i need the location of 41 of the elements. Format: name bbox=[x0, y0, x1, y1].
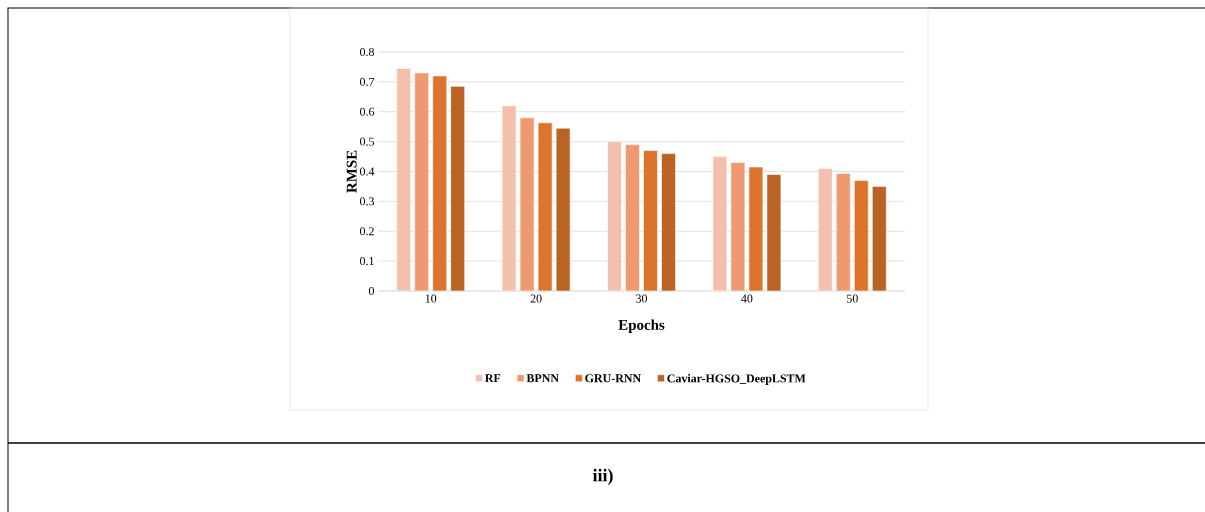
text: iii) bbox=[592, 468, 613, 486]
y-tick-label: 0.8 bbox=[359, 47, 375, 57]
x-axis-title: Epochs bbox=[618, 319, 665, 333]
y-tick-label: 0.3 bbox=[359, 197, 375, 206]
bar bbox=[818, 168, 833, 291]
bar bbox=[730, 162, 746, 291]
bar bbox=[836, 173, 851, 291]
bar bbox=[519, 117, 535, 291]
legend-label: Caviar-HGSO_DeepLSTM bbox=[667, 374, 806, 385]
bar bbox=[396, 68, 411, 291]
legend-label: RF bbox=[485, 374, 501, 383]
y-tick-label: 0.7 bbox=[359, 77, 375, 86]
bar bbox=[607, 141, 622, 291]
y-tick-label: 0 bbox=[368, 286, 375, 296]
y-tick-label: 0.4 bbox=[359, 167, 375, 176]
y-tick-label: 0.1 bbox=[359, 257, 374, 266]
bar bbox=[643, 150, 658, 291]
bar bbox=[432, 75, 447, 291]
bar bbox=[872, 186, 887, 291]
bar bbox=[854, 180, 869, 291]
x-tick-label: 40 bbox=[741, 294, 753, 303]
bar bbox=[555, 127, 571, 291]
y-axis-title: RMSE bbox=[346, 150, 357, 193]
legend-label: BPNN bbox=[526, 374, 559, 383]
y-tick-label: 0.6 bbox=[359, 107, 375, 116]
bar bbox=[537, 122, 553, 291]
bar bbox=[712, 156, 728, 291]
y-tick-label: 0.5 bbox=[359, 137, 375, 146]
bar bbox=[450, 86, 465, 291]
bar bbox=[414, 72, 429, 291]
x-tick-label: 20 bbox=[530, 294, 542, 303]
x-tick-label: 50 bbox=[847, 294, 858, 303]
bar bbox=[501, 105, 517, 291]
x-tick-label: 10 bbox=[425, 294, 437, 303]
bar bbox=[766, 174, 782, 291]
bar bbox=[748, 166, 764, 291]
bar bbox=[625, 144, 640, 291]
x-tick-label: 30 bbox=[636, 294, 648, 303]
bar bbox=[661, 153, 676, 291]
y-tick-label: 0.2 bbox=[359, 227, 374, 236]
legend-label: GRU-RNN bbox=[585, 374, 641, 383]
